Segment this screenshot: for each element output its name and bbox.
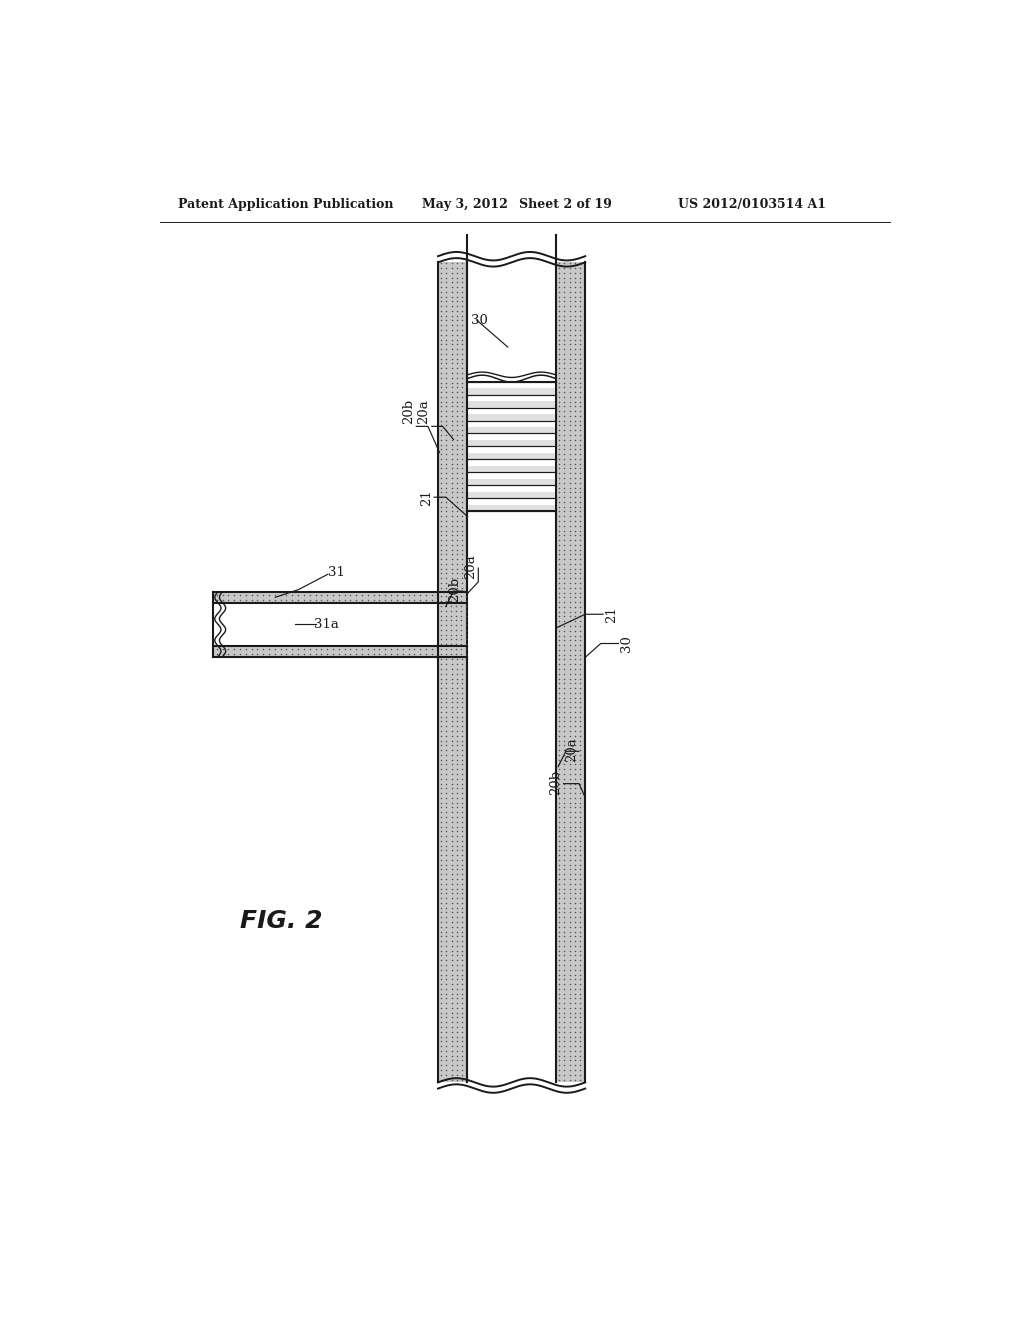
Text: 20a: 20a [418, 400, 430, 424]
Bar [468, 414, 555, 421]
Bar [468, 459, 555, 466]
Bar [213, 591, 438, 603]
Bar [468, 395, 555, 401]
Bar [556, 263, 586, 1082]
Bar [438, 591, 467, 656]
Bar [468, 433, 555, 440]
Bar [213, 645, 438, 656]
Bar [468, 426, 555, 433]
Text: 20b: 20b [449, 577, 462, 602]
Bar [468, 498, 555, 504]
Text: US 2012/0103514 A1: US 2012/0103514 A1 [678, 198, 826, 211]
Bar [468, 466, 555, 473]
Bar [468, 479, 555, 486]
Text: 20a: 20a [464, 554, 477, 579]
Bar [468, 473, 555, 479]
Bar [467, 381, 556, 511]
Bar [467, 235, 556, 263]
Bar [468, 388, 555, 395]
Bar [468, 381, 555, 388]
Text: 30: 30 [471, 314, 487, 326]
Bar [468, 504, 555, 511]
Text: 31: 31 [328, 566, 345, 579]
Bar [468, 421, 555, 426]
Text: FIG. 2: FIG. 2 [241, 908, 323, 933]
Text: 20a: 20a [565, 738, 578, 762]
Text: Patent Application Publication: Patent Application Publication [178, 198, 394, 211]
Text: 20b: 20b [549, 770, 562, 795]
Text: 20b: 20b [402, 399, 415, 424]
Text: 30: 30 [621, 635, 633, 652]
Bar [438, 263, 467, 1082]
Bar [468, 408, 555, 414]
Text: Sheet 2 of 19: Sheet 2 of 19 [519, 198, 612, 211]
Bar [468, 486, 555, 491]
Bar [467, 263, 556, 1082]
Text: 21: 21 [420, 488, 433, 506]
Bar [468, 401, 555, 408]
Text: 21: 21 [604, 606, 617, 623]
Bar [468, 491, 555, 498]
Bar [468, 446, 555, 453]
Text: May 3, 2012: May 3, 2012 [423, 198, 508, 211]
Bar [468, 453, 555, 459]
Bar [213, 603, 438, 645]
Text: 31a: 31a [314, 618, 339, 631]
Bar [468, 440, 555, 446]
